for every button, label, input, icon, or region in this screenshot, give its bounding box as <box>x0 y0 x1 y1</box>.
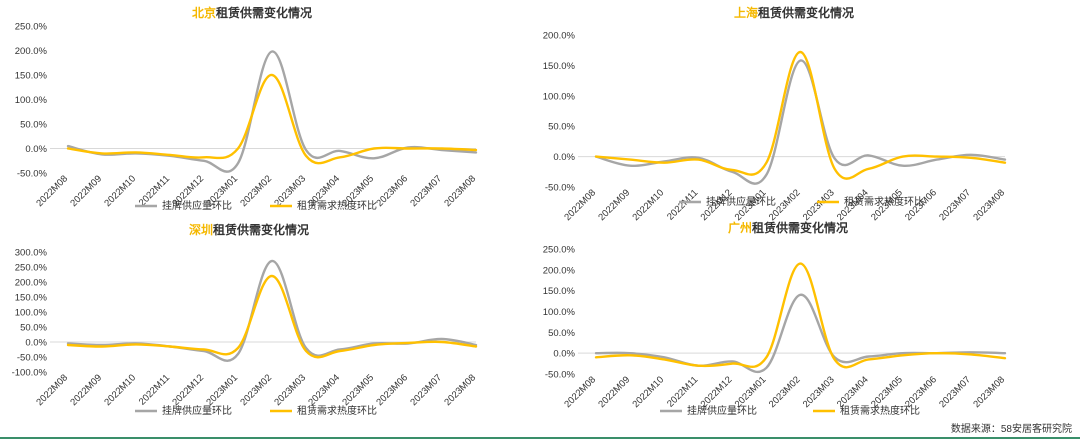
x-tick-label: 2023M06 <box>903 374 939 410</box>
chart-title-rest: 租赁供需变化情况 <box>213 222 309 237</box>
y-tick-label: 150.0% <box>543 286 576 297</box>
x-tick-label: 2022M09 <box>596 187 632 223</box>
chart-panel-1: 上海租赁供需变化情况 200.0% 150.0% 100.0% 50.0% 0.0% -50… <box>543 5 1007 223</box>
x-tick-label: 2022M10 <box>630 187 666 223</box>
y-tick-label: 100.0% <box>15 95 48 106</box>
y-tick-label: 100.0% <box>543 91 576 102</box>
legend-label-1: 租赁需求热度环比 <box>297 404 377 417</box>
x-tick-label: 2022M12 <box>170 372 206 408</box>
y-tick-label: 150.0% <box>15 71 48 82</box>
y-tick-label: 50.0% <box>548 122 575 133</box>
data-source: 数据来源：58安居客研究院 <box>950 424 1072 435</box>
x-tick-label: 2023M08 <box>442 372 478 408</box>
x-tick-label: 2022M09 <box>68 173 104 209</box>
chart-title-city: 北京 <box>192 5 216 20</box>
y-tick-label: 100.0% <box>15 308 48 319</box>
y-tick-label: -100.0% <box>12 368 48 379</box>
chart-title-city: 上海 <box>734 5 758 20</box>
x-tick-label: 2023M08 <box>971 374 1007 410</box>
chart-panel-3: 广州租赁供需变化情况 250.0% 200.0% 150.0% 100.0% 50.0% 0… <box>543 220 1007 417</box>
chart-title: 北京租赁供需变化情况 <box>192 5 312 20</box>
legend-label-1: 租赁需求热度环比 <box>297 199 377 212</box>
series-line-1 <box>594 50 1007 180</box>
x-tick-label: 2022M11 <box>665 187 700 222</box>
y-tick-label: 300.0% <box>15 248 48 259</box>
x-tick-label: 2022M10 <box>102 173 138 209</box>
y-tick-label: 0.0% <box>25 144 47 155</box>
x-tick-label: 2023M06 <box>374 372 410 408</box>
chart-title-city: 广州 <box>728 220 752 235</box>
x-tick-label: 2023M08 <box>442 173 478 209</box>
x-tick-label: 2022M10 <box>102 372 138 408</box>
y-tick-label: 0.0% <box>553 349 575 360</box>
x-tick-label: 2023M07 <box>408 372 444 408</box>
legend-label-0: 挂牌供应量环比 <box>706 195 776 208</box>
x-tick-label: 2023M08 <box>971 187 1007 223</box>
x-tick-label: 2023M03 <box>272 372 308 408</box>
x-tick-label: 2023M02 <box>767 374 803 410</box>
x-tick-label: 2023M04 <box>835 374 871 410</box>
x-tick-label: 2023M03 <box>801 187 837 223</box>
y-tick-label: -50.0% <box>17 169 48 180</box>
y-tick-label: 50.0% <box>20 323 47 334</box>
y-tick-label: 200.0% <box>15 278 48 289</box>
x-tick-label: 2022M09 <box>596 374 632 410</box>
series-line-1 <box>594 262 1007 369</box>
chart-title: 广州租赁供需变化情况 <box>728 220 848 235</box>
y-tick-label: 0.0% <box>25 338 47 349</box>
y-tick-label: 200.0% <box>15 46 48 57</box>
chart-panel-0: 北京租赁供需变化情况 250.0% 200.0% 150.0% 100.0% 50.0% 0… <box>15 5 478 212</box>
chart-panel-2: 深圳租赁供需变化情况 300.0% 250.0% 200.0% 150.0% 100.0%… <box>12 222 479 417</box>
chart-title-city: 深圳 <box>189 222 213 237</box>
x-tick-label: 2023M02 <box>238 372 274 408</box>
x-tick-label: 2023M02 <box>238 173 274 209</box>
y-tick-label: 50.0% <box>548 328 575 339</box>
y-tick-label: 150.0% <box>543 61 576 72</box>
x-tick-label: 2023M05 <box>869 374 905 410</box>
y-tick-label: -50.0% <box>17 353 48 364</box>
series-line-1 <box>66 73 478 165</box>
x-tick-label: 2022M09 <box>68 372 104 408</box>
legend-label-0: 挂牌供应量环比 <box>162 404 232 417</box>
y-tick-label: -50.0% <box>545 370 576 381</box>
y-tick-label: 250.0% <box>543 245 576 256</box>
y-tick-label: 250.0% <box>15 263 48 274</box>
series-line-0 <box>594 59 1007 185</box>
x-tick-label: 2023M07 <box>937 374 973 410</box>
y-tick-label: 100.0% <box>543 307 576 318</box>
series-line-1 <box>66 274 478 359</box>
x-tick-label: 2022M12 <box>699 374 735 410</box>
chart-title: 深圳租赁供需变化情况 <box>189 222 309 237</box>
y-tick-label: 250.0% <box>15 22 48 33</box>
y-tick-label: 150.0% <box>15 293 48 304</box>
legend-label-1: 租赁需求热度环比 <box>844 195 924 208</box>
x-tick-label: 2023M07 <box>408 173 444 209</box>
x-tick-label: 2022M10 <box>630 374 666 410</box>
chart-title-rest: 租赁供需变化情况 <box>752 220 848 235</box>
x-tick-label: 2023M01 <box>733 374 769 410</box>
y-tick-label: 0.0% <box>553 152 575 163</box>
legend-label-1: 租赁需求热度环比 <box>840 404 920 417</box>
y-tick-label: 200.0% <box>543 265 576 276</box>
chart-title-rest: 租赁供需变化情况 <box>758 5 854 20</box>
bottom-rule <box>0 437 1080 439</box>
y-tick-label: -50.0% <box>545 183 576 194</box>
y-tick-label: 50.0% <box>20 120 47 131</box>
x-tick-label: 2023M04 <box>306 372 342 408</box>
legend-label-0: 挂牌供应量环比 <box>162 199 232 212</box>
x-tick-label: 2022M11 <box>665 374 700 409</box>
x-tick-label: 2023M01 <box>204 372 240 408</box>
x-tick-label: 2023M05 <box>340 372 376 408</box>
x-tick-label: 2022M11 <box>137 372 172 407</box>
legend-label-0: 挂牌供应量环比 <box>687 404 757 417</box>
x-tick-label: 2023M07 <box>937 187 973 223</box>
series-line-0 <box>594 293 1007 374</box>
y-tick-label: 200.0% <box>543 31 576 42</box>
chart-title-rest: 租赁供需变化情况 <box>216 5 312 20</box>
x-tick-label: 2023M06 <box>374 173 410 209</box>
x-tick-label: 2023M03 <box>801 374 837 410</box>
chart-title: 上海租赁供需变化情况 <box>734 5 854 20</box>
